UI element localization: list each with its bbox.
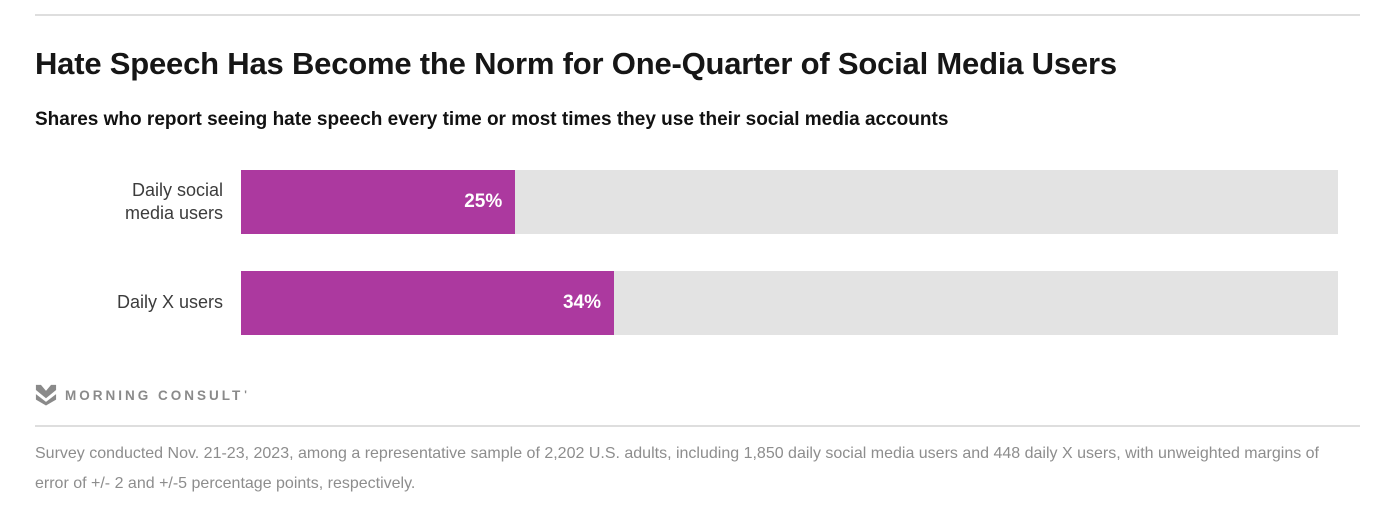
footer-divider	[35, 425, 1360, 428]
category-label: Daily X users	[116, 292, 223, 313]
top-divider	[35, 14, 1360, 16]
bar-fill: 34%	[241, 271, 614, 336]
bar-value-label: 25%	[464, 191, 503, 213]
category-label-cell: Daily social media users	[35, 179, 223, 227]
logo-wordmark: MORNING CONSULT	[65, 387, 244, 403]
bar-fill: 25%	[241, 170, 516, 235]
chart-page: Hate Speech Has Become the Norm for One-…	[0, 14, 1387, 528]
morning-consult-logo: MORNING CONSULT '	[35, 384, 1360, 406]
bar-value-label: 34%	[562, 292, 601, 314]
morning-consult-m-icon	[35, 385, 57, 406]
category-label: Daily social media users	[124, 179, 223, 224]
logo-trademark-tick: '	[244, 389, 247, 402]
bar-track: 34%	[241, 271, 1338, 336]
horizontal-bar-chart: Daily social media users 25% Daily X use…	[35, 170, 1360, 336]
page-title: Hate Speech Has Become the Norm for One-…	[35, 46, 1117, 81]
chart-subtitle: Shares who report seeing hate speech eve…	[35, 108, 949, 130]
bar-row-daily-x-users: Daily X users 34%	[35, 271, 1360, 336]
bar-track: 25%	[241, 170, 1338, 235]
bar-row-daily-social-media-users: Daily social media users 25%	[35, 170, 1360, 235]
survey-methodology-note: Survey conducted Nov. 21-23, 2023, among…	[35, 445, 1319, 493]
category-label-cell: Daily X users	[35, 291, 223, 315]
